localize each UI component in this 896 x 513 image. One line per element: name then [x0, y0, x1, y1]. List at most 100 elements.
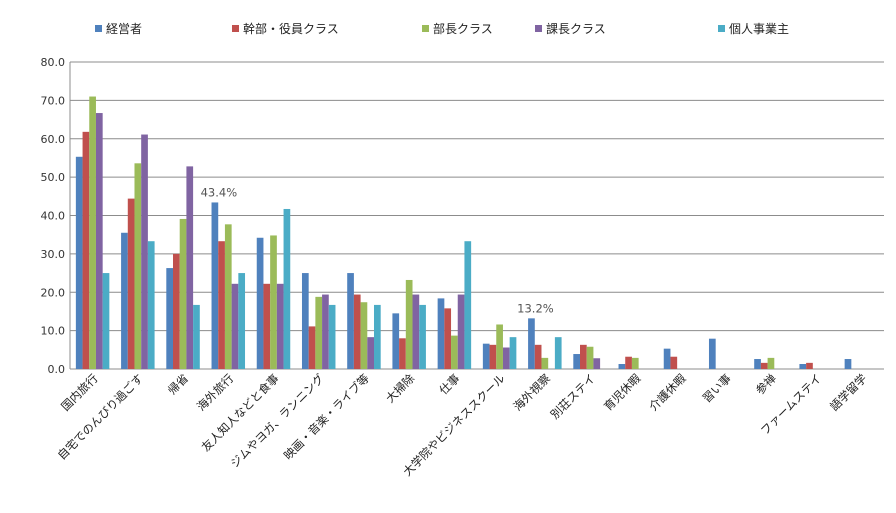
legend-swatch	[718, 25, 725, 32]
bar	[347, 273, 354, 369]
bar	[186, 166, 194, 369]
bar	[580, 344, 587, 369]
bar	[631, 357, 639, 369]
bar	[541, 357, 549, 369]
bar	[618, 364, 626, 369]
bar	[806, 362, 813, 369]
bar	[586, 346, 594, 369]
bar	[412, 294, 420, 369]
bar	[625, 356, 632, 369]
bar	[844, 359, 852, 369]
bar	[82, 131, 90, 369]
bar	[301, 273, 309, 369]
bar	[328, 304, 336, 369]
bar	[127, 198, 135, 369]
bar	[554, 337, 562, 369]
legend-label: 課長クラス	[546, 21, 606, 36]
bar	[147, 241, 155, 369]
bar	[767, 357, 775, 369]
x-category-label: 映画・音楽・ライブ等	[281, 371, 372, 462]
bar	[218, 241, 225, 369]
bar	[528, 318, 535, 369]
bar	[322, 294, 329, 369]
x-category-label: 別荘ステイ	[548, 371, 599, 422]
bar	[392, 313, 400, 369]
legend-label: 経営者	[106, 22, 142, 36]
bar	[451, 335, 458, 369]
bar	[489, 344, 497, 369]
bar	[534, 344, 542, 369]
data-annotation: 13.2%	[517, 301, 554, 315]
x-category-label: 帰省	[165, 371, 191, 397]
bar	[760, 362, 768, 369]
x-category-label: 習い事	[700, 371, 734, 405]
x-category-label: 介護休暇	[646, 371, 689, 414]
bar	[405, 279, 413, 369]
y-tick-label: 10.0	[41, 325, 66, 338]
bar	[670, 356, 678, 369]
legend-label: 個人事業主	[729, 22, 789, 36]
bar	[193, 304, 200, 369]
bar	[754, 359, 761, 369]
bar	[464, 241, 472, 369]
bar	[211, 202, 219, 369]
y-tick-label: 80.0	[41, 56, 66, 69]
bar	[141, 134, 148, 369]
y-tick-label: 70.0	[41, 94, 66, 107]
x-category-label: 語学留学	[827, 371, 869, 413]
legend-label: 幹部・役員クラス	[243, 21, 339, 36]
bar	[573, 354, 581, 369]
bar	[256, 237, 264, 369]
bar	[224, 224, 232, 369]
bar	[270, 235, 277, 369]
bar	[482, 343, 490, 369]
x-category-label: 自宅でのんびり過ごす	[55, 371, 146, 462]
x-category-label: 海外視察	[511, 371, 554, 414]
y-tick-label: 20.0	[41, 286, 66, 299]
bar	[166, 268, 174, 369]
bar	[457, 294, 465, 369]
bar	[121, 232, 128, 369]
bar	[437, 298, 445, 369]
bar	[173, 253, 180, 369]
x-category-label: 参禅	[753, 371, 780, 398]
bar	[95, 113, 103, 369]
legend-swatch	[422, 25, 429, 32]
y-tick-label: 40.0	[41, 210, 66, 223]
bar	[708, 338, 716, 369]
y-tick-label: 0.0	[48, 363, 66, 376]
bar	[353, 294, 361, 369]
x-category-label: 海外旅行	[194, 371, 236, 413]
bar	[231, 283, 239, 369]
y-tick-label: 30.0	[41, 248, 66, 261]
bar	[238, 273, 246, 369]
legend-label: 部長クラス	[433, 21, 493, 36]
y-tick-label: 50.0	[41, 171, 66, 184]
bar	[360, 302, 368, 369]
data-annotation: 43.4%	[201, 185, 238, 199]
bar	[263, 283, 271, 369]
bar	[276, 283, 284, 369]
bar	[75, 156, 83, 369]
bar	[663, 348, 671, 369]
legend-swatch	[232, 25, 239, 32]
bar	[496, 324, 503, 369]
y-tick-label: 60.0	[41, 133, 66, 146]
x-category-label: 育児休暇	[601, 371, 644, 414]
bar	[509, 337, 517, 369]
bar	[179, 218, 187, 369]
bar	[419, 304, 426, 369]
legend-swatch	[95, 25, 102, 32]
bar	[593, 358, 601, 369]
x-category-label: 大掃除	[383, 371, 418, 406]
x-category-label: 仕事	[436, 371, 462, 397]
bar	[308, 326, 316, 369]
legend-swatch	[535, 25, 542, 32]
bar	[102, 273, 110, 369]
bar	[134, 163, 142, 369]
bar	[399, 338, 406, 369]
x-category-label: 国内旅行	[58, 371, 100, 413]
bar	[315, 296, 323, 369]
